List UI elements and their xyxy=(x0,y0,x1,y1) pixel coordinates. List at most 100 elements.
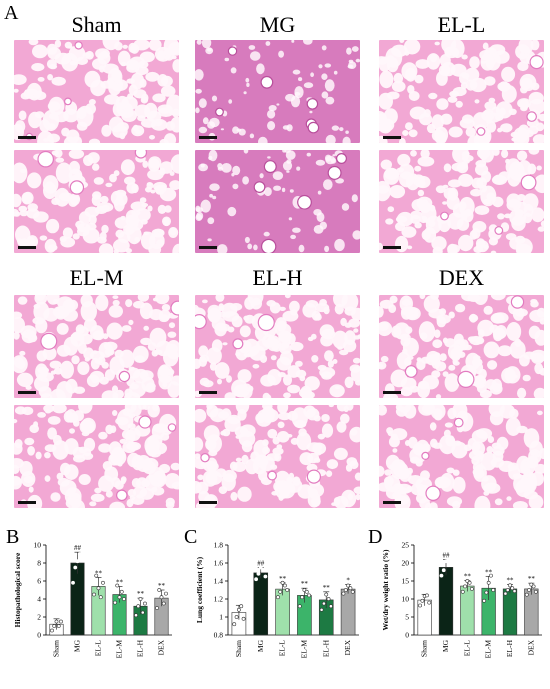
alveolus xyxy=(28,111,42,129)
alveolus xyxy=(160,432,170,441)
data-point xyxy=(71,580,75,585)
alveolus xyxy=(68,168,83,183)
alveolus xyxy=(105,182,113,188)
micrograph-el-h-bottom xyxy=(195,405,360,508)
alveolus xyxy=(78,474,91,485)
alveolus xyxy=(245,77,250,83)
airway xyxy=(118,370,131,383)
alveolus xyxy=(434,41,440,46)
alveolus xyxy=(291,407,308,428)
alveolus xyxy=(511,137,517,142)
data-point xyxy=(159,595,164,600)
alveolus xyxy=(290,234,296,240)
alveolus xyxy=(298,244,305,253)
alveolus xyxy=(227,414,241,425)
x-tick-label: MG xyxy=(73,639,82,652)
alveolus xyxy=(115,229,125,238)
alveolus xyxy=(170,462,179,471)
alveolus xyxy=(483,482,501,494)
alveolus xyxy=(49,360,62,369)
alveolus xyxy=(459,72,469,85)
alveolus xyxy=(47,416,61,425)
alveolus xyxy=(46,295,60,305)
alveolus xyxy=(200,163,205,168)
alveolus xyxy=(426,123,436,134)
alveolus xyxy=(276,431,290,443)
alveolus xyxy=(205,47,214,55)
panel-letter-a: A xyxy=(4,2,19,24)
data-point xyxy=(73,565,78,570)
alveolus xyxy=(458,173,474,187)
alveolus xyxy=(483,341,500,359)
alveolus xyxy=(517,61,529,72)
alveolus xyxy=(195,69,204,81)
alveolus xyxy=(385,218,394,225)
alveolus xyxy=(271,491,279,496)
alveolus xyxy=(333,447,348,460)
alveolus xyxy=(21,406,34,416)
alveolus xyxy=(452,86,467,97)
alveolus xyxy=(351,46,359,52)
alveolus xyxy=(56,323,69,335)
alveolus xyxy=(90,493,105,502)
alveolus xyxy=(115,95,129,110)
alveolus xyxy=(389,185,406,199)
alveolus xyxy=(162,216,171,227)
alveolus xyxy=(326,470,333,477)
data-point xyxy=(467,580,472,585)
alveolus xyxy=(426,350,440,363)
data-point xyxy=(512,589,517,593)
alveolus xyxy=(533,174,544,194)
x-tick-label: EL-M xyxy=(115,640,124,659)
scale-bar xyxy=(18,136,36,139)
alveolus xyxy=(197,474,204,481)
alveolus xyxy=(379,465,385,477)
data-point xyxy=(348,586,353,591)
alveolus xyxy=(429,204,436,212)
alveolus xyxy=(294,86,304,99)
alveolus xyxy=(414,74,424,84)
alveolus xyxy=(220,430,227,436)
alveolus xyxy=(520,77,533,90)
alveolus xyxy=(516,425,528,434)
alveolus xyxy=(480,53,495,71)
scale-bar xyxy=(199,136,217,139)
y-tick-label: 15 xyxy=(402,577,410,586)
data-point xyxy=(482,598,487,603)
alveolus xyxy=(402,130,409,136)
alveolus xyxy=(286,170,290,173)
alveolus xyxy=(418,380,430,390)
alveolus xyxy=(84,206,100,218)
alveolus xyxy=(476,177,487,189)
alveolus xyxy=(480,185,497,207)
alveolus xyxy=(18,110,27,121)
alveolus xyxy=(239,424,256,437)
alveolus xyxy=(172,59,179,73)
alveolus xyxy=(417,156,435,167)
alveolus xyxy=(37,412,46,418)
alveolus xyxy=(321,91,329,99)
scale-bar xyxy=(18,246,36,249)
alveolus xyxy=(536,165,542,171)
alveolus xyxy=(395,222,406,232)
airway xyxy=(261,238,277,253)
alveolus xyxy=(209,183,220,191)
alveolus xyxy=(268,105,277,112)
alveolus xyxy=(447,344,463,360)
alveolus xyxy=(393,72,404,84)
alveolus xyxy=(284,295,291,299)
alveolus xyxy=(39,235,48,241)
alveolus xyxy=(349,426,360,443)
alveolus xyxy=(518,40,534,54)
alveolus xyxy=(152,93,166,103)
alveolus xyxy=(495,101,513,119)
alveolus xyxy=(161,304,171,312)
alveolus xyxy=(426,53,441,70)
alveolus xyxy=(431,370,441,378)
alveolus xyxy=(267,369,282,386)
x-tick-label: DEX xyxy=(526,639,535,655)
alveolus xyxy=(72,233,80,240)
alveolus xyxy=(386,57,399,73)
alveolus xyxy=(387,206,395,213)
alveolus xyxy=(292,69,301,75)
